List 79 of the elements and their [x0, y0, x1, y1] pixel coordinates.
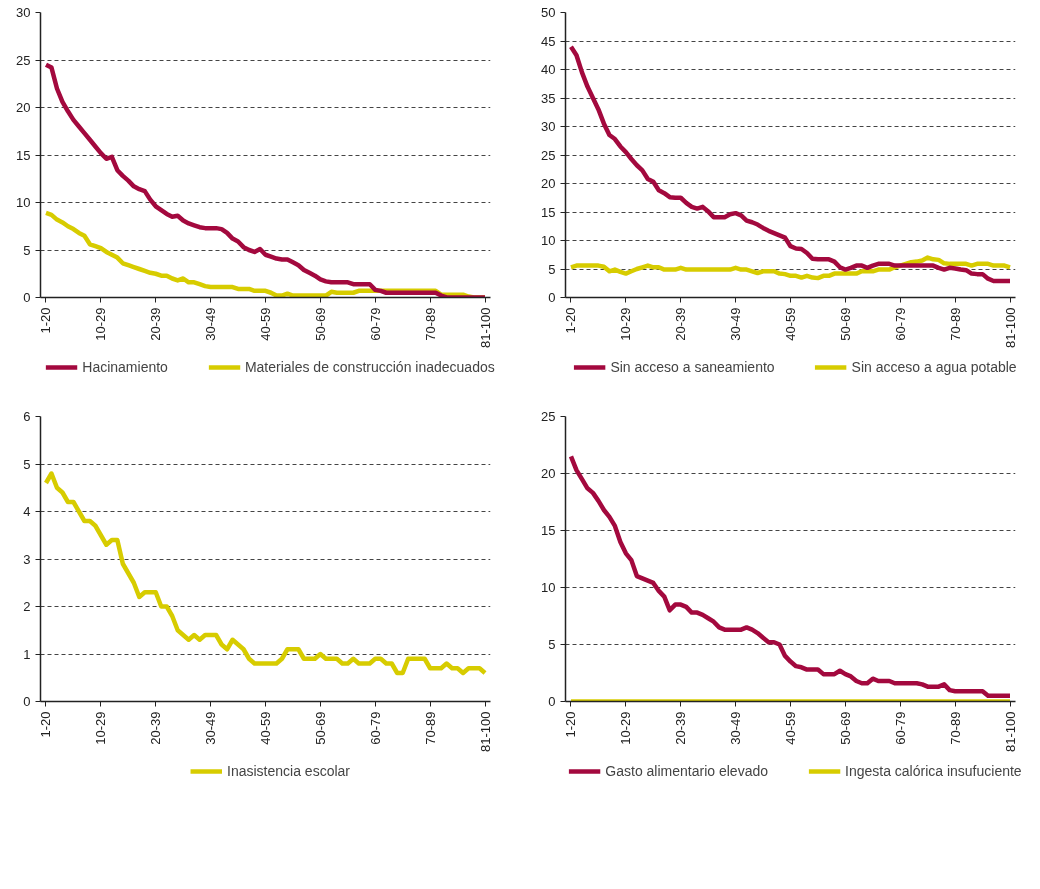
y-tick-label: 3 [23, 551, 31, 567]
x-tick-label: 1-20 [38, 307, 54, 334]
legend-label: Gasto alimentario elevado [605, 763, 768, 779]
y-tick-label: 20 [541, 176, 556, 191]
x-tick-label: 81-100 [1002, 711, 1018, 752]
y-tick-label: 4 [23, 504, 31, 519]
legend-label: Ingesta calórica insufuciente [844, 763, 1022, 779]
y-tick-label: 6 [23, 409, 31, 424]
y-tick-label: 5 [23, 242, 31, 258]
y-tick-label: 50 [541, 5, 556, 20]
y-tick-label: 5 [548, 261, 556, 277]
line-series [568, 454, 1013, 699]
y-tick-label: 30 [541, 119, 556, 134]
legend-label: Sin acceso a agua potable [851, 359, 1017, 375]
x-tick-label: 10-29 [618, 711, 634, 745]
line-series [568, 44, 1013, 284]
y-tick-label: 30 [16, 5, 31, 20]
y-tick-label: 35 [541, 90, 556, 106]
y-tick-label: 45 [541, 33, 556, 49]
y-tick-label: 25 [541, 147, 556, 163]
y-tick-label: 25 [541, 409, 556, 424]
y-tick-label: 2 [23, 599, 31, 614]
y-tick-label: 0 [548, 694, 556, 709]
x-tick-label: 30-49 [728, 307, 744, 341]
legend-label: Hacinamiento [82, 359, 168, 375]
x-tick-label: 40-59 [258, 711, 273, 745]
y-tick-label: 10 [541, 580, 556, 595]
y-tick-label: 0 [548, 290, 556, 305]
y-tick-label: 40 [541, 62, 556, 77]
y-tick-label: 10 [541, 233, 556, 248]
x-tick-label: 70-89 [947, 307, 963, 341]
x-tick-label: 50-69 [312, 307, 328, 341]
line-series [43, 471, 488, 676]
x-tick-label: 40-59 [783, 711, 798, 745]
y-tick-label: 15 [16, 147, 31, 163]
y-tick-label: 10 [16, 195, 31, 210]
legend-label: Materiales de construcción inadecuados [244, 359, 495, 375]
x-tick-label: 50-69 [837, 711, 853, 745]
x-tick-label: 30-49 [203, 307, 219, 341]
x-tick-label: 40-59 [783, 307, 798, 341]
y-tick-label: 20 [16, 100, 31, 115]
x-tick-label: 70-89 [422, 711, 438, 745]
x-tick-label: 1-20 [563, 307, 579, 334]
x-tick-label: 10-29 [93, 711, 109, 745]
y-tick-label: 0 [23, 290, 31, 305]
x-tick-label: 20-39 [148, 711, 164, 745]
x-tick-label: 20-39 [148, 307, 164, 341]
x-tick-label: 81-100 [477, 711, 493, 752]
x-tick-label: 50-69 [837, 307, 853, 341]
x-tick-label: 70-89 [422, 307, 438, 341]
x-tick-label: 70-89 [947, 711, 963, 745]
line-series [568, 255, 1013, 281]
y-tick-label: 5 [548, 637, 556, 652]
x-tick-label: 60-79 [892, 711, 908, 745]
x-tick-label: 81-100 [1002, 307, 1018, 348]
x-tick-label: 60-79 [367, 711, 383, 745]
x-tick-label: 10-29 [93, 307, 109, 341]
x-tick-label: 20-39 [673, 307, 689, 341]
legend-label: Sin acceso a saneamiento [610, 359, 775, 375]
x-tick-label: 1-20 [563, 711, 579, 738]
x-tick-label: 50-69 [312, 711, 328, 745]
x-tick-label: 40-59 [258, 307, 273, 341]
x-tick-label: 60-79 [892, 307, 908, 341]
x-tick-label: 60-79 [367, 307, 383, 341]
y-tick-label: 15 [541, 204, 556, 220]
y-tick-label: 20 [541, 466, 556, 481]
x-tick-label: 1-20 [38, 711, 54, 738]
x-tick-label: 30-49 [203, 711, 219, 745]
x-tick-label: 30-49 [728, 711, 744, 745]
line-series [43, 62, 488, 298]
x-tick-label: 10-29 [618, 307, 634, 341]
legend-label: Inasistencia escolar [227, 763, 350, 779]
y-tick-label: 0 [23, 694, 31, 709]
x-tick-label: 20-39 [673, 711, 689, 745]
y-tick-label: 1 [23, 646, 31, 662]
y-tick-label: 15 [541, 523, 556, 538]
x-tick-label: 81-100 [477, 307, 493, 348]
y-tick-label: 5 [23, 456, 31, 472]
y-tick-label: 25 [16, 52, 31, 68]
